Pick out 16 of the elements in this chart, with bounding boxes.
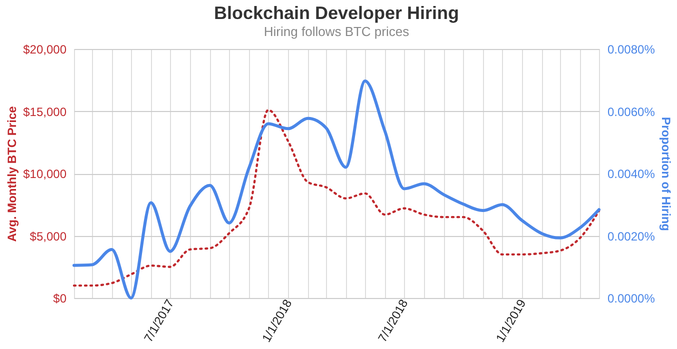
y2-tick-label: 0.0020%	[608, 229, 656, 244]
y-tick-label: $15,000	[23, 104, 67, 119]
y-axis-title: Avg. Monthly BTC Price	[5, 106, 20, 242]
y2-tick-label: 0.0040%	[608, 167, 656, 181]
y2-tick-label: 0.0080%	[608, 42, 656, 56]
chart-title: Blockchain Developer Hiring	[214, 3, 460, 23]
y-tick-label: $5,000	[30, 229, 67, 244]
y-tick-label: $20,000	[23, 42, 67, 56]
y-tick-label: $0	[53, 292, 67, 306]
y2-tick-label: 0.0000%	[608, 292, 656, 306]
y-tick-label: $10,000	[23, 167, 67, 181]
chart-subtitle: Hiring follows BTC prices	[264, 24, 410, 39]
y2-axis-title: Proportion of Hiring	[658, 117, 673, 231]
line-series	[72, 108, 600, 287]
line-series	[72, 80, 600, 300]
y2-tick-label: 0.0060%	[608, 104, 656, 119]
